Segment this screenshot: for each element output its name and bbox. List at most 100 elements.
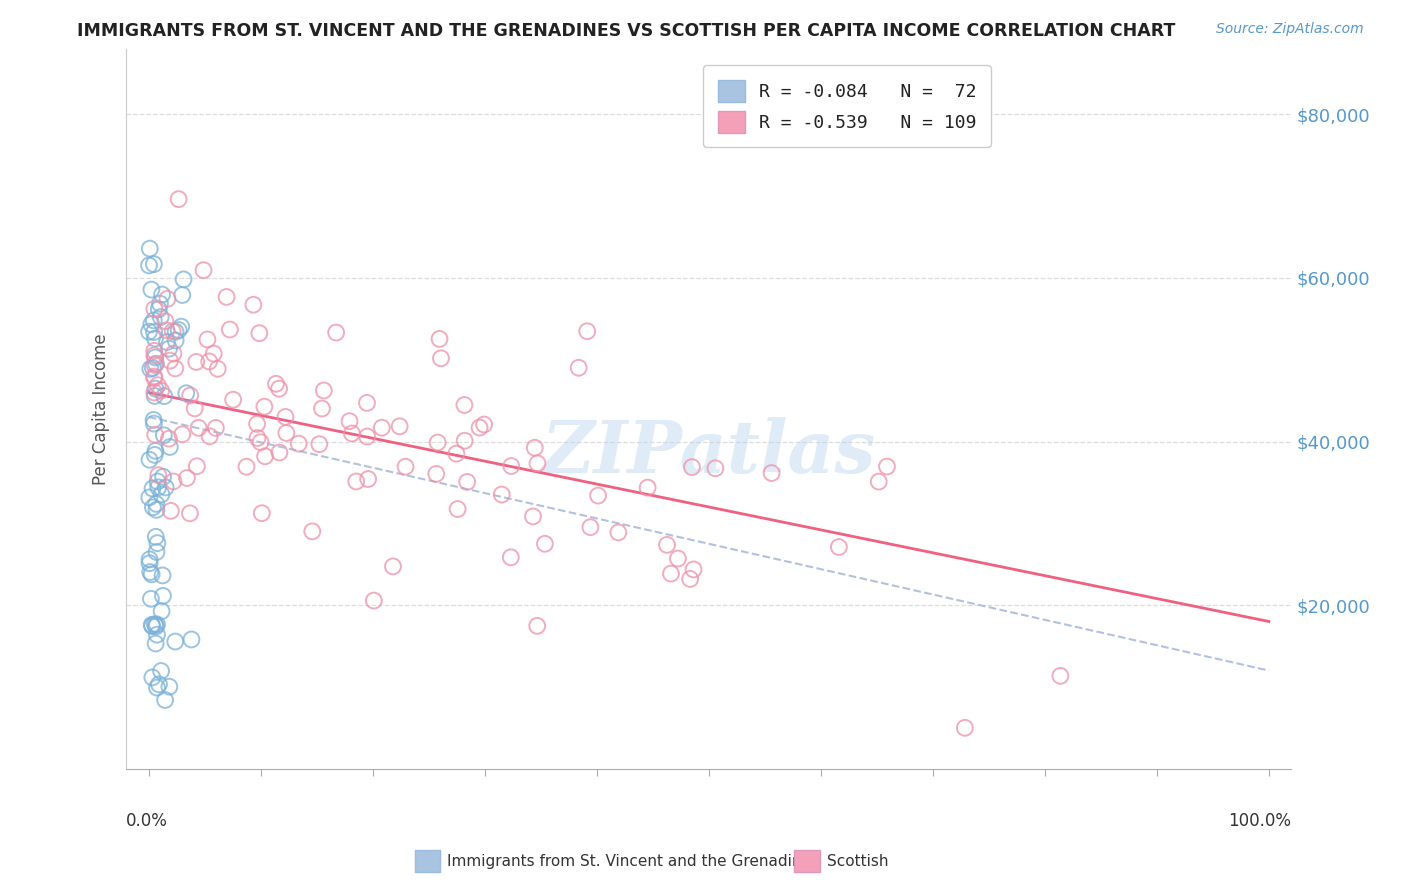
Point [193, 263, 215, 277]
Point [145, 382, 167, 396]
Point [1049, 669, 1071, 683]
Point [146, 378, 169, 392]
Point [148, 677, 170, 691]
Point [139, 242, 162, 256]
Point [637, 481, 659, 495]
Point [207, 361, 229, 376]
Point [250, 506, 273, 520]
Point [287, 436, 309, 450]
Y-axis label: Per Capita Income: Per Capita Income [93, 333, 110, 484]
Point [173, 272, 195, 286]
Point [868, 475, 890, 489]
Point [681, 460, 703, 475]
Point [143, 389, 166, 403]
Point [145, 619, 167, 633]
Point [138, 552, 160, 566]
Point [143, 448, 166, 462]
Point [429, 332, 451, 346]
Point [491, 487, 513, 501]
Point [253, 400, 276, 414]
Point [143, 348, 166, 362]
Point [162, 324, 184, 338]
Point [165, 361, 187, 376]
Text: IMMIGRANTS FROM ST. VINCENT AND THE GRENADINES VS SCOTTISH PER CAPITA INCOME COR: IMMIGRANTS FROM ST. VINCENT AND THE GREN… [77, 22, 1175, 40]
Point [666, 551, 689, 566]
Point [276, 425, 298, 440]
Point [586, 489, 609, 503]
Point [143, 617, 166, 632]
Point [157, 432, 180, 446]
Point [453, 398, 475, 412]
Point [142, 360, 165, 375]
Point [246, 417, 269, 431]
Point [876, 459, 898, 474]
Point [138, 452, 160, 467]
Point [198, 354, 221, 368]
Point [149, 296, 172, 310]
Point [138, 491, 160, 505]
Point [828, 540, 851, 554]
Point [143, 332, 166, 346]
Point [254, 449, 277, 463]
Point [526, 456, 548, 470]
Point [174, 386, 197, 401]
Point [142, 257, 165, 271]
Point [247, 326, 270, 341]
Point [682, 562, 704, 576]
Point [155, 480, 177, 494]
Point [148, 480, 170, 494]
Point [186, 459, 208, 474]
Point [394, 459, 416, 474]
Point [340, 426, 363, 441]
Point [308, 437, 330, 451]
Point [655, 538, 678, 552]
Point [264, 376, 287, 391]
Text: 100.0%: 100.0% [1229, 812, 1291, 830]
Point [499, 550, 522, 565]
Point [143, 343, 166, 358]
Text: ZIPatlas: ZIPatlas [541, 417, 876, 488]
Point [145, 357, 167, 371]
Point [430, 351, 453, 366]
Point [153, 693, 176, 707]
Point [142, 413, 165, 427]
Point [953, 721, 976, 735]
Point [356, 429, 378, 443]
Point [149, 310, 172, 324]
Point [522, 509, 544, 524]
Point [356, 396, 378, 410]
Point [143, 369, 166, 384]
Point [153, 389, 176, 403]
Point [311, 401, 333, 416]
Point [179, 388, 201, 402]
Point [143, 358, 166, 372]
Point [704, 461, 727, 475]
Point [146, 536, 169, 550]
Point [152, 469, 174, 483]
Point [197, 333, 219, 347]
Point [141, 619, 163, 633]
Point [425, 467, 447, 481]
Point [198, 429, 221, 443]
Point [156, 292, 179, 306]
Point [145, 443, 167, 458]
Point [156, 334, 179, 349]
Point [142, 313, 165, 327]
Point [472, 417, 495, 432]
Point [219, 322, 242, 336]
Point [176, 471, 198, 485]
Point [142, 500, 165, 515]
Point [312, 384, 335, 398]
Point [202, 346, 225, 360]
Text: Source: ZipAtlas.com: Source: ZipAtlas.com [1216, 22, 1364, 37]
Point [339, 414, 361, 428]
Point [249, 435, 271, 450]
Point [344, 475, 367, 489]
Point [523, 441, 546, 455]
Point [148, 302, 170, 317]
Point [371, 420, 394, 434]
Point [568, 360, 591, 375]
Point [363, 593, 385, 607]
Point [141, 283, 163, 297]
Point [679, 572, 702, 586]
